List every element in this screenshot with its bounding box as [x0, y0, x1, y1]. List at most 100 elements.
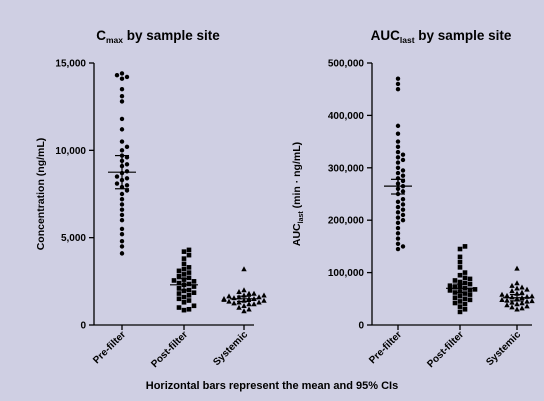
- auc-data-point: [524, 298, 530, 304]
- auc-data-point: [452, 300, 458, 306]
- cmax-data-point: [176, 280, 182, 286]
- auc-data-point: [395, 76, 401, 81]
- cmax-data-point: [231, 300, 237, 306]
- auc-data-point: [467, 297, 473, 303]
- auc-data-point: [514, 301, 520, 307]
- auc-data-point: [395, 131, 401, 136]
- auc-data-point: [395, 123, 401, 129]
- cmax-data-point: [186, 293, 192, 298]
- cmax-data-point: [114, 73, 120, 78]
- cmax-data-point: [176, 286, 182, 291]
- auc-data-point: [400, 168, 406, 173]
- cmax-data-point: [119, 207, 125, 212]
- auc-data-point: [467, 276, 473, 282]
- cmax-data-point: [119, 99, 125, 104]
- cmax-data-point: [261, 292, 267, 298]
- auc-category-label: Systemic: [484, 329, 523, 368]
- cmax-data-point: [181, 288, 187, 294]
- cmax-data-point: [181, 266, 187, 272]
- auc-data-point: [509, 304, 515, 310]
- cmax-data-point: [119, 139, 125, 144]
- auc-data-point: [462, 301, 468, 307]
- cmax-data-point: [119, 87, 125, 92]
- auc-data-point: [452, 284, 458, 290]
- figure-caption: Horizontal bars represent the mean and 9…: [146, 380, 398, 392]
- auc-data-point: [509, 299, 515, 305]
- auc-data-point: [400, 173, 406, 178]
- auc-data-point: [395, 204, 401, 210]
- cmax-data-point: [124, 188, 130, 193]
- cmax-data-point: [124, 176, 130, 181]
- cmax-data-point: [176, 273, 182, 279]
- cmax-data-point: [221, 296, 227, 301]
- auc-y-tick-label: 500,000: [328, 59, 365, 70]
- auc-data-point: [400, 152, 406, 157]
- auc-data-point: [395, 149, 401, 155]
- cmax-data-point: [181, 256, 187, 261]
- cmax-data-point: [119, 93, 125, 99]
- auc-data-point: [395, 144, 401, 150]
- auc-data-point: [395, 155, 401, 160]
- cmax-panel: Cmax by sample site Concentration (ng/mL…: [35, 28, 267, 370]
- cmax-data-point: [114, 174, 120, 179]
- cmax-data-point: [119, 148, 125, 153]
- auc-data-point: [514, 280, 520, 286]
- auc-data-point: [519, 284, 525, 290]
- cmax-data-point: [176, 268, 182, 274]
- cmax-data-point: [119, 226, 125, 232]
- auc-data-point: [400, 189, 406, 194]
- auc-data-point: [395, 199, 401, 205]
- cmax-data-point: [124, 162, 130, 167]
- auc-data-point: [400, 197, 406, 202]
- cmax-y-tick-label: 5,000: [61, 233, 86, 244]
- auc-chart-title: AUClast by sample site: [371, 28, 512, 45]
- auc-y-tick-label: 0: [358, 321, 364, 332]
- auc-data-point: [400, 202, 406, 207]
- cmax-data-point: [251, 290, 257, 296]
- auc-category-label: Post-filter: [425, 329, 466, 370]
- auc-y-tick-label: 400,000: [328, 111, 365, 122]
- cmax-data-point: [261, 297, 267, 303]
- cmax-data-point: [119, 231, 125, 237]
- cmax-data-point: [191, 284, 197, 289]
- auc-data-point: [395, 241, 401, 246]
- cmax-data-point: [124, 183, 130, 188]
- cmax-data-point: [119, 76, 125, 81]
- cmax-data-point: [119, 238, 125, 244]
- cmax-data-point: [119, 116, 125, 122]
- auc-data-point: [457, 272, 463, 278]
- cmax-data-point: [236, 289, 242, 295]
- auc-data-point: [467, 292, 473, 297]
- auc-data-point: [504, 297, 510, 303]
- auc-data-point: [504, 292, 510, 298]
- cmax-data-point: [114, 181, 120, 186]
- cmax-chart-title: Cmax by sample site: [96, 28, 220, 45]
- cmax-data-point: [181, 299, 187, 305]
- auc-data-point: [457, 259, 463, 265]
- cmax-data-point: [246, 301, 252, 307]
- auc-data-point: [457, 254, 463, 260]
- cmax-data-point: [119, 212, 125, 218]
- cmax-data-point: [176, 291, 182, 296]
- cmax-data-point: [124, 74, 130, 80]
- cmax-data-point: [119, 202, 125, 207]
- cmax-data-point: [119, 244, 125, 249]
- auc-data-point: [395, 220, 401, 226]
- cmax-data-point: [186, 265, 192, 270]
- auc-data-point: [452, 278, 458, 283]
- cmax-data-point: [119, 71, 125, 76]
- cmax-data-point: [241, 287, 247, 293]
- cmax-data-point: [236, 304, 242, 310]
- auc-data-point: [524, 286, 530, 292]
- auc-data-point: [509, 288, 515, 294]
- cmax-data-point: [191, 279, 197, 284]
- auc-data-point: [462, 244, 468, 249]
- auc-data-point: [457, 304, 463, 309]
- cmax-y-tick-label: 0: [80, 321, 86, 332]
- auc-data-point: [462, 291, 468, 296]
- auc-data-point: [395, 225, 401, 231]
- cmax-data-point: [226, 298, 232, 304]
- cmax-data-point: [119, 197, 125, 202]
- auc-data-point: [467, 281, 473, 287]
